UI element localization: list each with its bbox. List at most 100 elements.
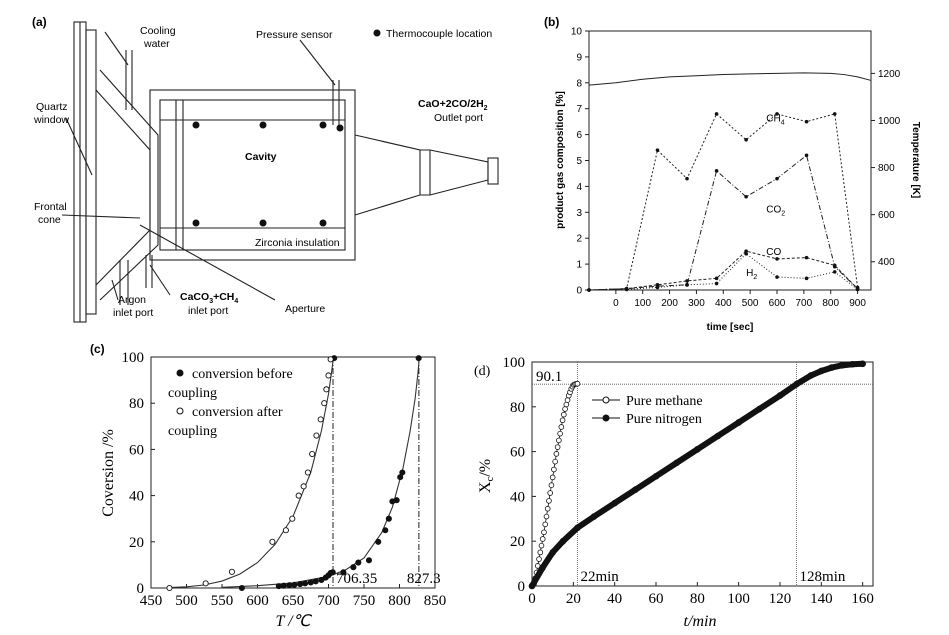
- panel-a-reactor-diagram: (a): [32, 15, 499, 323]
- y2-tick-label-b: 800: [878, 163, 895, 174]
- data-point-pure-nitrogen: [590, 513, 598, 520]
- data-point-pure-nitrogen: [574, 524, 581, 532]
- data-point-h2: [685, 283, 689, 287]
- label-caco3-line1: CaCO3+CH4: [180, 291, 238, 305]
- data-point-before-coupling: [280, 582, 287, 589]
- data-point-before-coupling: [415, 355, 422, 362]
- label-cavity: Cavity: [245, 151, 277, 163]
- series-c: 706.35 827.3: [166, 355, 441, 592]
- thermocouple-markers: [192, 29, 381, 227]
- y-tick-label-b: 10: [571, 27, 583, 38]
- axes-c: 450 500 550 600 650 700 750 800 850 0 20 40 60 80 100: [122, 350, 447, 609]
- data-point-pure-nitrogen: [559, 537, 567, 545]
- data-point-pure-methane: [547, 490, 553, 496]
- label-caco3-line2: inlet port: [188, 305, 228, 317]
- label-outlet-port: Outlet port: [434, 112, 483, 124]
- data-point-after-coupling: [300, 483, 307, 490]
- reference-vline-label-d: 128min: [800, 569, 846, 585]
- y-tick-label-c: 40: [129, 489, 144, 505]
- data-point-co: [714, 276, 719, 281]
- data-point-before-coupling: [312, 578, 319, 585]
- y-tick-label-c: 80: [129, 396, 144, 412]
- x-tick-label-c: 850: [424, 593, 447, 609]
- x-tick-label-b: 400: [715, 298, 732, 309]
- label-pressure-sensor: Pressure sensor: [256, 29, 333, 41]
- legend-thermocouple-dot: [373, 29, 381, 37]
- axes-b: 0 100 200 300 400 500 600 700 800 900 0 1 2 3 4 5 6 7 8 9 10…: [571, 27, 901, 310]
- y-tick-label-d: 40: [510, 489, 525, 505]
- data-point-pure-methane: [543, 513, 550, 520]
- data-point-co2: [714, 169, 719, 173]
- x-tick-label-c: 750: [353, 593, 376, 609]
- reference-label-c: 827.3: [407, 571, 441, 587]
- data-point-co2: [744, 194, 748, 199]
- data-point-pure-methane: [552, 458, 558, 465]
- series-label-ch4: CH4: [766, 114, 784, 127]
- legend-label-c: coupling: [168, 424, 217, 439]
- data-point-after-coupling: [289, 515, 296, 522]
- data-point-pure-methane: [574, 380, 581, 387]
- data-point-pure-methane: [546, 498, 552, 504]
- data-point-before-coupling: [399, 469, 406, 476]
- data-point-before-coupling: [385, 515, 392, 522]
- y2-tick-label-b: 600: [878, 210, 895, 221]
- data-point-pure-methane: [551, 466, 557, 473]
- data-point-pure-methane: [548, 482, 555, 489]
- y2-tick-label-b: 1200: [878, 69, 901, 80]
- data-point-after-coupling: [323, 386, 330, 393]
- data-point-pure-nitrogen: [652, 472, 660, 480]
- x-tick-label-b: 800: [822, 298, 839, 309]
- x-tick-label-b: 100: [634, 298, 651, 309]
- reference-label-c: 706.35: [336, 571, 377, 587]
- x-tick-label-b: 200: [661, 298, 678, 309]
- label-outlet-formula: CaO+2CO/2H2: [418, 98, 488, 112]
- data-point-ch4: [804, 119, 809, 124]
- data-point-after-coupling: [228, 568, 235, 575]
- data-point-pure-methane: [553, 451, 560, 457]
- data-point-after-coupling: [325, 372, 332, 379]
- thermocouple-dot: [319, 219, 327, 227]
- data-point-after-coupling: [282, 527, 289, 534]
- data-point-before-coupling: [307, 579, 314, 586]
- data-point-before-coupling: [275, 583, 282, 590]
- label-quartz-line2: window: [33, 114, 69, 126]
- data-point-before-coupling: [291, 581, 298, 588]
- data-point-pure-nitrogen: [807, 372, 815, 379]
- data-point-pure-methane: [563, 401, 570, 408]
- data-point-before-coupling: [393, 497, 400, 504]
- legend-d: Pure methane Pure nitrogen: [592, 394, 703, 427]
- data-point-pure-methane: [537, 549, 544, 556]
- data-point-pure-methane: [559, 417, 566, 424]
- y-tick-label-b: 1: [576, 260, 582, 271]
- data-point-h2: [714, 281, 719, 286]
- panel-label-b: (b): [544, 15, 559, 29]
- data-point-pure-nitrogen: [828, 364, 835, 371]
- legend-label-c: coupling: [168, 386, 217, 401]
- label-frontal-line2: cone: [38, 214, 61, 226]
- data-point-co: [804, 255, 809, 260]
- data-point-pure-methane: [554, 444, 561, 450]
- data-point-co: [775, 257, 779, 261]
- y-tick-label-d: 80: [510, 400, 525, 416]
- legend-marker-d: [602, 414, 610, 422]
- axes-d: 0 20 40 60 80 100 120 140 160 0 20 40 60 80 100: [503, 355, 874, 607]
- data-point-pure-nitrogen: [673, 459, 680, 467]
- data-point-pure-methane: [539, 536, 546, 542]
- data-point-pure-nitrogen: [611, 499, 618, 507]
- data-point-pure-methane: [564, 397, 571, 403]
- series-line-ch4: [588, 113, 859, 291]
- y-tick-label-c: 0: [137, 581, 145, 597]
- y-axis-label-d: Xc/%: [477, 459, 496, 493]
- data-point-after-coupling: [317, 416, 324, 423]
- panel-label-d: (d): [474, 364, 491, 379]
- data-point-after-coupling: [321, 400, 328, 407]
- data-point-pure-nitrogen: [756, 405, 763, 413]
- data-point-before-coupling: [329, 569, 336, 576]
- label-zirconia: Zirconia insulation: [255, 237, 340, 249]
- data-point-before-coupling: [340, 569, 347, 576]
- x-tick-label-c: 500: [175, 593, 198, 609]
- data-point-h2: [587, 288, 591, 292]
- data-point-pure-nitrogen: [849, 360, 856, 368]
- data-point-pure-nitrogen: [539, 564, 546, 572]
